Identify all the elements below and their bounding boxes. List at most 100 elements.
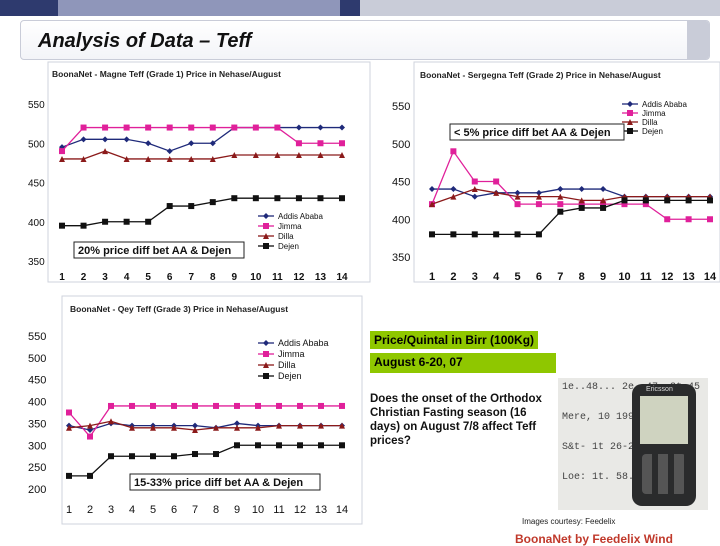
x-tick-label: 3 [108, 504, 114, 516]
data-point [493, 231, 500, 238]
data-point [557, 193, 564, 200]
data-point [102, 124, 109, 131]
page-title: Analysis of Data – Teff [38, 30, 252, 52]
data-point [471, 231, 478, 238]
legend-marker [627, 110, 633, 116]
paper-line: Mere, 10 1999 [562, 412, 641, 423]
data-point [578, 197, 585, 204]
data-point [87, 472, 93, 479]
chart-title: BoonaNet - Magne Teff (Grade 1) Price in… [52, 69, 281, 79]
data-point [209, 140, 216, 147]
x-tick-label: 3 [102, 272, 108, 283]
y-tick-label: 300 [28, 440, 46, 452]
data-point [621, 197, 628, 204]
data-point [234, 420, 240, 427]
data-point [66, 472, 72, 479]
legend-label: Dilla [278, 360, 296, 370]
data-point [276, 442, 282, 449]
data-point [192, 451, 198, 458]
paper-line: S&t- 1t 26-25 2t [562, 442, 659, 453]
data-point [514, 193, 521, 200]
x-tick-label: 5 [150, 504, 156, 516]
data-point [129, 453, 135, 460]
series-line [68, 420, 342, 431]
x-tick-label: 2 [450, 271, 456, 283]
title-accent [687, 21, 709, 59]
data-point [234, 424, 240, 431]
data-point [252, 195, 259, 202]
data-point [209, 199, 216, 206]
legend-label: Jimma [278, 349, 305, 359]
legend-label: Addis Ababa [642, 100, 687, 109]
data-point [171, 424, 177, 431]
data-point [80, 124, 87, 131]
data-point [80, 155, 87, 162]
x-tick-label: 7 [188, 272, 194, 283]
data-point [514, 201, 521, 208]
y-tick-label: 400 [28, 397, 46, 409]
y-tick-label: 500 [28, 139, 45, 150]
data-point [123, 124, 130, 131]
chart-title: BoonaNet - Qey Teff (Grade 3) Price in N… [70, 304, 288, 314]
x-tick-label: 4 [493, 271, 500, 283]
data-point [471, 193, 478, 200]
annotation-text: < 5% price diff bet AA & Dejen [454, 127, 611, 139]
y-tick-label: 400 [28, 218, 45, 229]
data-point [213, 451, 219, 458]
data-point [450, 148, 457, 155]
data-point [123, 218, 130, 225]
data-point [166, 124, 173, 131]
data-point [621, 201, 628, 208]
data-point [578, 201, 585, 208]
data-point [578, 186, 585, 193]
y-tick-label: 550 [28, 331, 46, 343]
stripe [360, 0, 720, 16]
data-point [188, 155, 195, 162]
x-tick-label: 9 [234, 504, 240, 516]
data-point [87, 433, 93, 440]
data-point [297, 402, 303, 409]
chart-title: BoonaNet - Sergegna Teff (Grade 2) Price… [420, 70, 661, 80]
data-point [129, 402, 135, 409]
y-tick-label: 350 [28, 418, 46, 430]
data-point [557, 208, 564, 215]
data-point [535, 201, 542, 208]
data-point [664, 216, 671, 223]
data-point [255, 402, 261, 409]
data-point [535, 231, 542, 238]
data-point [339, 195, 345, 202]
data-point [166, 203, 173, 210]
data-point [192, 422, 198, 429]
data-point [471, 186, 478, 193]
data-point [213, 424, 219, 431]
legend-marker [627, 128, 633, 134]
data-point [252, 124, 259, 131]
stripe [0, 0, 58, 16]
series-line [68, 405, 342, 438]
data-point [102, 218, 109, 225]
data-point [339, 140, 345, 147]
y-tick-label: 350 [28, 257, 45, 268]
data-point [80, 222, 87, 229]
y-tick-label: 450 [28, 179, 45, 190]
data-point [450, 186, 457, 193]
annotation-box [73, 241, 245, 259]
data-point [339, 124, 345, 131]
data-point [317, 152, 324, 159]
data-point [557, 186, 564, 193]
data-point [123, 155, 130, 162]
data-point [295, 195, 302, 202]
x-tick-label: 13 [682, 271, 694, 283]
data-point [145, 218, 152, 225]
data-point [274, 124, 281, 131]
data-point [297, 442, 303, 449]
data-point [150, 402, 156, 409]
data-point [108, 418, 114, 425]
y-tick-label: 450 [392, 177, 410, 189]
annotation-box [129, 473, 321, 491]
data-point [108, 453, 114, 460]
x-tick-label: 12 [293, 272, 305, 283]
paper-line: Loe: 1t. 58.82 2t [562, 472, 665, 483]
data-point [664, 197, 671, 204]
